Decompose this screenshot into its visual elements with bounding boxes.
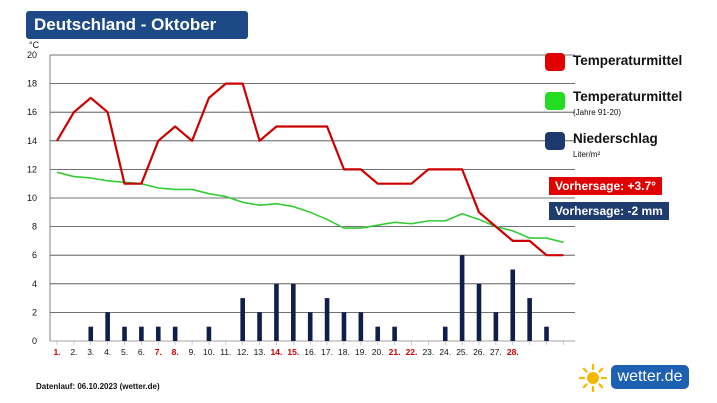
y-tick-label: 14 xyxy=(27,136,37,146)
precip-bar xyxy=(105,312,110,341)
precip-bar xyxy=(274,283,279,341)
x-tick-label: 22. xyxy=(406,347,418,357)
x-tick-label: 17. xyxy=(321,347,333,357)
precip-bar xyxy=(341,312,347,341)
y-tick-labels: 0 2 4 6 8 10 12 14 16 18 20 xyxy=(27,50,37,346)
y-tick-label: 8 xyxy=(32,222,37,232)
y-tick-label: 6 xyxy=(32,250,37,260)
precip-bar xyxy=(257,312,262,341)
x-tick-label: 10. xyxy=(203,347,215,357)
precip-bar xyxy=(155,326,161,341)
legend-precip-sublabel: Liter/m² xyxy=(573,150,601,159)
precip-bar xyxy=(291,283,296,341)
legend-normal-swatch xyxy=(545,92,565,110)
x-tick-label: 19. xyxy=(355,347,367,357)
precip-bar xyxy=(88,326,94,341)
x-tick-label: 8. xyxy=(172,347,179,357)
x-tick-label: 2. xyxy=(70,347,77,357)
y-tick-label: 12 xyxy=(27,164,37,174)
x-tick-label: 6. xyxy=(138,347,145,357)
precip-bar xyxy=(307,312,313,341)
legend-temp-swatch xyxy=(545,53,565,71)
data-run-note: Datenlauf: 06.10.2023 (wetter.de) xyxy=(36,382,160,391)
brand-name: wetter.de xyxy=(611,365,689,389)
y-unit-label: °C xyxy=(29,40,40,50)
x-tick-label: 15. xyxy=(287,347,299,357)
precip-bar xyxy=(459,255,465,341)
precip-bar xyxy=(206,326,212,341)
precip-bar xyxy=(392,326,397,341)
precip-bar xyxy=(510,269,516,341)
y-tick-label: 18 xyxy=(27,79,37,89)
y-tick-label: 2 xyxy=(32,307,37,317)
x-tick-label: 21. xyxy=(389,347,401,357)
x-tick-label: 11. xyxy=(220,347,231,357)
precip-bar xyxy=(139,326,144,341)
precip-bar xyxy=(172,326,178,341)
precip-bar xyxy=(358,312,364,341)
legend-normal-sublabel: (Jahre 91-20) xyxy=(573,108,622,117)
chart-title: Deutschland - Oktober xyxy=(26,11,248,39)
legend-precip-label: Niederschlag xyxy=(573,131,658,146)
x-tick-label: 28. xyxy=(507,347,519,357)
x-tick-label: 5. xyxy=(121,347,128,357)
y-tick-label: 0 xyxy=(32,336,37,346)
y-tick-label: 10 xyxy=(27,193,37,203)
x-tick-label: 12. xyxy=(237,347,249,357)
x-tick-label: 26. xyxy=(473,347,485,357)
legend-temp-label: Temperaturmittel xyxy=(573,53,683,68)
x-tick-label: 9. xyxy=(188,347,195,357)
x-tick-label: 4. xyxy=(104,347,111,357)
x-tick-label: 20. xyxy=(372,347,384,357)
sun-icon xyxy=(578,363,608,393)
y-tick-label: 4 xyxy=(32,279,37,289)
x-tick-label: 27. xyxy=(490,347,502,357)
x-tick-labels: 1. 2. 3. 4. 5. 6. 7. 8. 9. 10. 11. 12. 13. 14. 15. 16. 1… xyxy=(53,341,564,357)
y-tick-label: 16 xyxy=(27,107,37,117)
precip-bar xyxy=(375,326,381,341)
forecast-precip-box: Vorhersage: -2 mm xyxy=(549,202,669,220)
series-lines xyxy=(56,82,564,257)
x-tick-label: 18. xyxy=(338,347,350,357)
precip-bar xyxy=(544,326,549,341)
x-tick-label: 7. xyxy=(155,347,162,357)
precip-bar xyxy=(493,312,499,341)
legend-precip-swatch xyxy=(545,132,565,150)
x-tick-label: 25. xyxy=(456,347,468,357)
precip-bar xyxy=(240,298,245,341)
x-tick-label: 24. xyxy=(439,347,451,357)
temp-line xyxy=(56,82,564,257)
x-tick-label: 16. xyxy=(304,347,316,357)
precip-bar xyxy=(324,298,330,341)
forecast-temp-box: Vorhersage: +3.7° xyxy=(549,177,662,195)
precip-bar xyxy=(476,283,482,341)
x-tick-label: 13. xyxy=(254,347,266,357)
precip-bars xyxy=(88,255,549,341)
y-tick-label: 20 xyxy=(27,50,37,60)
x-tick-label: 23. xyxy=(422,347,434,357)
legend-normal-label: Temperaturmittel xyxy=(573,89,683,104)
grid xyxy=(49,54,575,342)
x-tick-label: 3. xyxy=(87,347,94,357)
precip-bar xyxy=(527,298,532,341)
precip-bar xyxy=(442,326,448,341)
x-tick-label: 1. xyxy=(53,347,60,357)
x-tick-label: 14. xyxy=(271,347,283,357)
precip-bar xyxy=(122,326,127,341)
